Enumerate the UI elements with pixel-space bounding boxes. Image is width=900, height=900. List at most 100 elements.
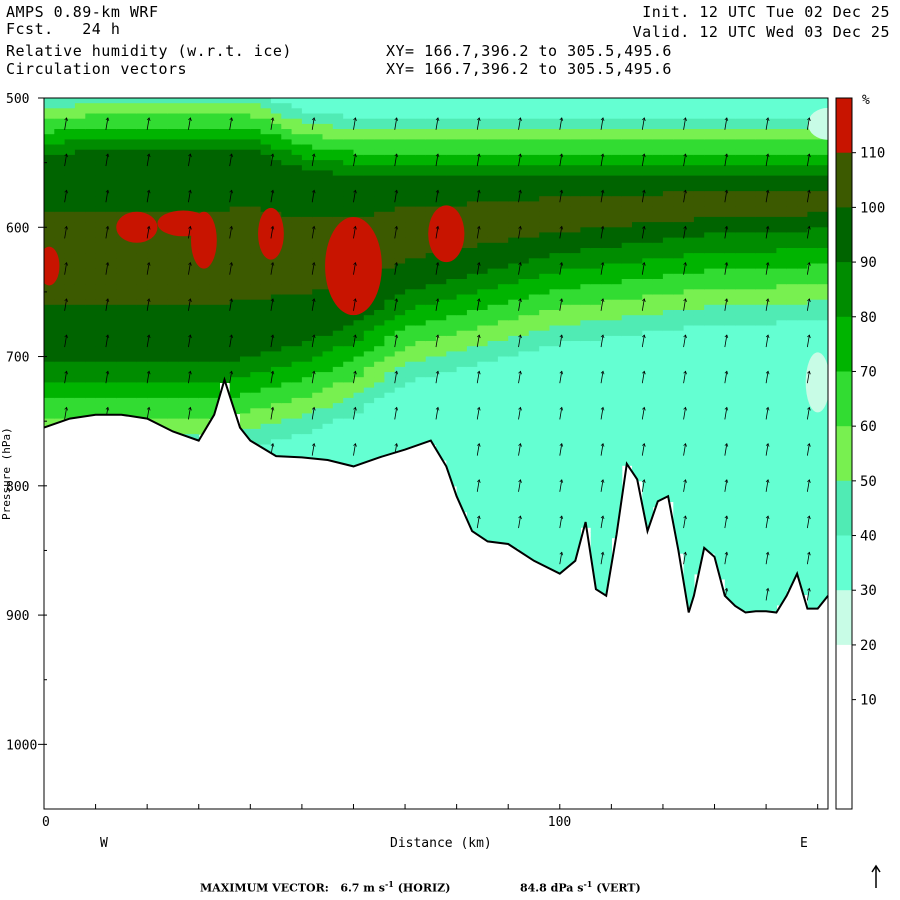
- rh-cell: [642, 465, 654, 471]
- rh-cell: [601, 185, 612, 192]
- rh-cell: [301, 299, 313, 306]
- rh-cell: [662, 444, 674, 451]
- rh-cell: [136, 341, 148, 347]
- rh-cell: [724, 248, 736, 254]
- rh-cell: [322, 346, 334, 352]
- rh-cell: [332, 408, 344, 415]
- rh-cell: [188, 387, 200, 394]
- rh-cell: [394, 98, 406, 104]
- rh-cell: [374, 289, 385, 296]
- rh-cell: [394, 382, 406, 389]
- rh-cell: [580, 201, 592, 208]
- rh-cell: [281, 304, 293, 311]
- rh-cell: [353, 330, 365, 337]
- rh-cell: [405, 263, 416, 270]
- rh-cell: [466, 191, 478, 197]
- rh-cell: [198, 361, 210, 368]
- rh-cell: [343, 413, 355, 420]
- rh-cell: [714, 418, 726, 425]
- rh-cell: [74, 289, 86, 296]
- rh-cell: [229, 237, 241, 244]
- rh-cell: [116, 382, 128, 389]
- rh-cell: [642, 496, 654, 502]
- rh-cell: [353, 366, 365, 373]
- rh-cell: [724, 465, 736, 471]
- rh-cell: [136, 103, 148, 109]
- rh-cell: [456, 134, 468, 140]
- rh-cell: [353, 346, 365, 352]
- rh-cell: [178, 253, 189, 259]
- rh-cell: [724, 103, 736, 109]
- rh-cell: [642, 258, 654, 265]
- rh-cell: [456, 191, 468, 197]
- rh-cell: [436, 387, 447, 394]
- rh-cell: [44, 392, 55, 399]
- rh-cell: [549, 563, 561, 570]
- rh-cell: [332, 444, 344, 451]
- rh-cell: [714, 444, 726, 451]
- rh-cell: [394, 361, 406, 368]
- rh-cell: [209, 387, 220, 394]
- rh-cell: [611, 325, 623, 332]
- rh-cell: [487, 118, 499, 125]
- rh-cell: [466, 211, 478, 218]
- rh-cell: [157, 279, 169, 285]
- rh-cell: [714, 522, 726, 528]
- rh-cell: [95, 196, 107, 202]
- rh-cell: [270, 397, 282, 404]
- rh-cell: [405, 439, 416, 446]
- rh-cell: [301, 98, 313, 104]
- rh-cell: [642, 366, 654, 373]
- rh-cell: [178, 387, 189, 394]
- rh-cell: [673, 191, 685, 197]
- rh-cell: [508, 222, 520, 228]
- rh-cell: [178, 361, 189, 368]
- rh-cell: [95, 284, 107, 290]
- rh-cell: [549, 460, 561, 466]
- rh-cell: [693, 449, 705, 456]
- rh-cell: [136, 335, 148, 342]
- rh-cell: [539, 196, 551, 202]
- rh-cell: [601, 454, 612, 461]
- rh-cell: [343, 335, 355, 342]
- rh-cell: [198, 341, 210, 347]
- rh-cell: [549, 335, 561, 342]
- rh-cell: [291, 325, 303, 332]
- rh-cell: [497, 341, 509, 347]
- rh-cell: [74, 366, 86, 373]
- rh-cell: [559, 139, 571, 146]
- rh-cell: [466, 387, 478, 394]
- rh-cell: [601, 527, 612, 533]
- rh-cell: [312, 361, 324, 368]
- rh-cell: [456, 170, 468, 177]
- rh-cell: [621, 279, 633, 285]
- rh-cell: [652, 253, 664, 259]
- rh-cell: [188, 149, 200, 156]
- rh-cell: [260, 330, 272, 337]
- rh-cell: [518, 460, 530, 466]
- rh-cell: [477, 475, 489, 482]
- rh-cell: [95, 273, 107, 280]
- rh-cell: [209, 372, 220, 378]
- rh-cell: [539, 434, 551, 440]
- rh-cell: [270, 206, 282, 213]
- rh-cell: [673, 248, 685, 254]
- rh-cell: [570, 428, 581, 435]
- rh-cell: [508, 304, 520, 311]
- rh-cell: [85, 180, 97, 187]
- rh-cell: [105, 382, 117, 389]
- rh-cell: [394, 237, 406, 244]
- rh-cell: [528, 185, 540, 192]
- rh-cell: [219, 154, 231, 161]
- rh-cell: [260, 139, 272, 146]
- rh-cell: [518, 304, 530, 311]
- rh-cell: [456, 273, 468, 280]
- rh-cell: [436, 315, 447, 321]
- rh-cell: [281, 227, 293, 234]
- rh-cell: [301, 449, 313, 456]
- rh-cell: [693, 216, 705, 223]
- rh-cell: [74, 211, 86, 218]
- rh-cell: [74, 356, 86, 363]
- rh-cell: [642, 268, 654, 275]
- rh-cell: [322, 144, 334, 151]
